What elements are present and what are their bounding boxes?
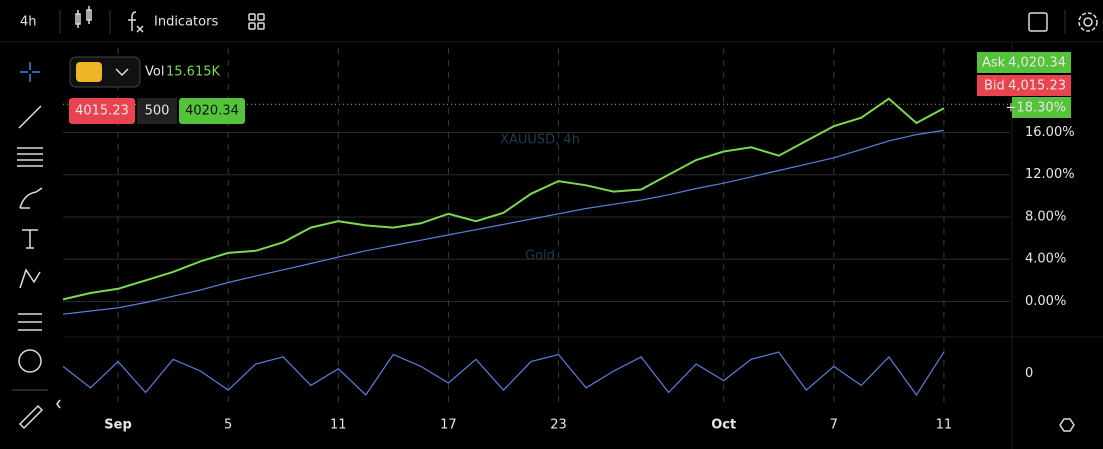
layout-button[interactable] (248, 13, 265, 30)
axis-settings-button[interactable] (1059, 418, 1075, 432)
text-tool[interactable] (22, 229, 38, 249)
vol-label: Vol (145, 65, 164, 80)
x-tick-label: 23 (550, 418, 567, 433)
ask-tag-value: 4,020.34 (1008, 56, 1066, 71)
y-tick-label: 4.00% (1025, 252, 1066, 267)
series-line (62, 97, 945, 301)
chevron (115, 68, 129, 77)
x-tick-label: 5 (224, 418, 232, 433)
top-toolbar: 4h Indicators (20, 6, 1098, 34)
ruler-tool[interactable] (18, 404, 44, 430)
series-line (62, 129, 944, 315)
x-tick-label: 17 (440, 418, 457, 433)
x-tick-label: Oct (711, 418, 736, 433)
interval-button[interactable]: 4h (20, 15, 37, 30)
brush-tool[interactable] (19, 187, 43, 209)
indicators-button[interactable]: Indicators (154, 15, 218, 30)
vol-value: 15.615K (166, 65, 220, 80)
y-tick-label: 8.00% (1025, 209, 1066, 224)
series-line (62, 351, 945, 396)
y-tick-label: 0.00% (1025, 294, 1066, 309)
bid-tag-value: 4,015.23 (1008, 79, 1066, 94)
bid-tag (977, 75, 1071, 96)
change-tag-value: +18.30% (1006, 101, 1066, 116)
y-tick-label: 0 (1025, 366, 1033, 381)
fib-tool[interactable] (17, 147, 43, 167)
spread-value: 500 (145, 104, 170, 119)
change-tag (1012, 97, 1071, 118)
x-tick-label: Sep (104, 418, 132, 433)
watermark-name: Gold (525, 249, 555, 264)
buy-button[interactable] (179, 98, 245, 124)
crosshair-tool[interactable] (20, 62, 40, 82)
x-tick-label: 7 (830, 418, 838, 433)
pattern-tool[interactable] (19, 268, 41, 289)
collapse-button[interactable] (56, 399, 61, 409)
bid-tag-label: Bid (984, 79, 1005, 94)
ask-tag-label: Ask (982, 56, 1006, 71)
y-tick-label: 12.00% (1025, 167, 1075, 182)
symbol-panel: Vol 15.615K 4015.23 500 4020.34 (69, 56, 245, 124)
emoji-tool[interactable] (18, 349, 42, 373)
x-tick-label: 11 (936, 418, 953, 433)
left-toolbar (12, 62, 61, 430)
settings-button[interactable] (1078, 12, 1098, 32)
trendline-tool[interactable] (18, 105, 42, 129)
sell-button[interactable] (69, 98, 135, 124)
chart-type-button[interactable] (75, 6, 92, 28)
prediction-tool[interactable] (18, 313, 42, 331)
price-tags: Ask 4,020.34 Bid 4,015.23 +18.30% (977, 52, 1071, 118)
fullscreen-button[interactable] (1028, 12, 1048, 32)
x-tick-label: 11 (330, 418, 347, 433)
ask-value: 4020.34 (185, 104, 239, 119)
watermark-symbol: XAUUSD, 4h (500, 133, 580, 148)
spread-box (137, 98, 177, 124)
gold-icon (76, 62, 102, 82)
plot: 0.00% 4.00% 8.00% 12.00% 16.00% Sep 5 11 17 23 Oct… (62, 42, 1103, 449)
ask-tag (977, 52, 1071, 73)
y-tick-label: 16.00% (1025, 125, 1075, 140)
bid-value: 4015.23 (75, 104, 129, 119)
fx-icon (128, 11, 144, 33)
